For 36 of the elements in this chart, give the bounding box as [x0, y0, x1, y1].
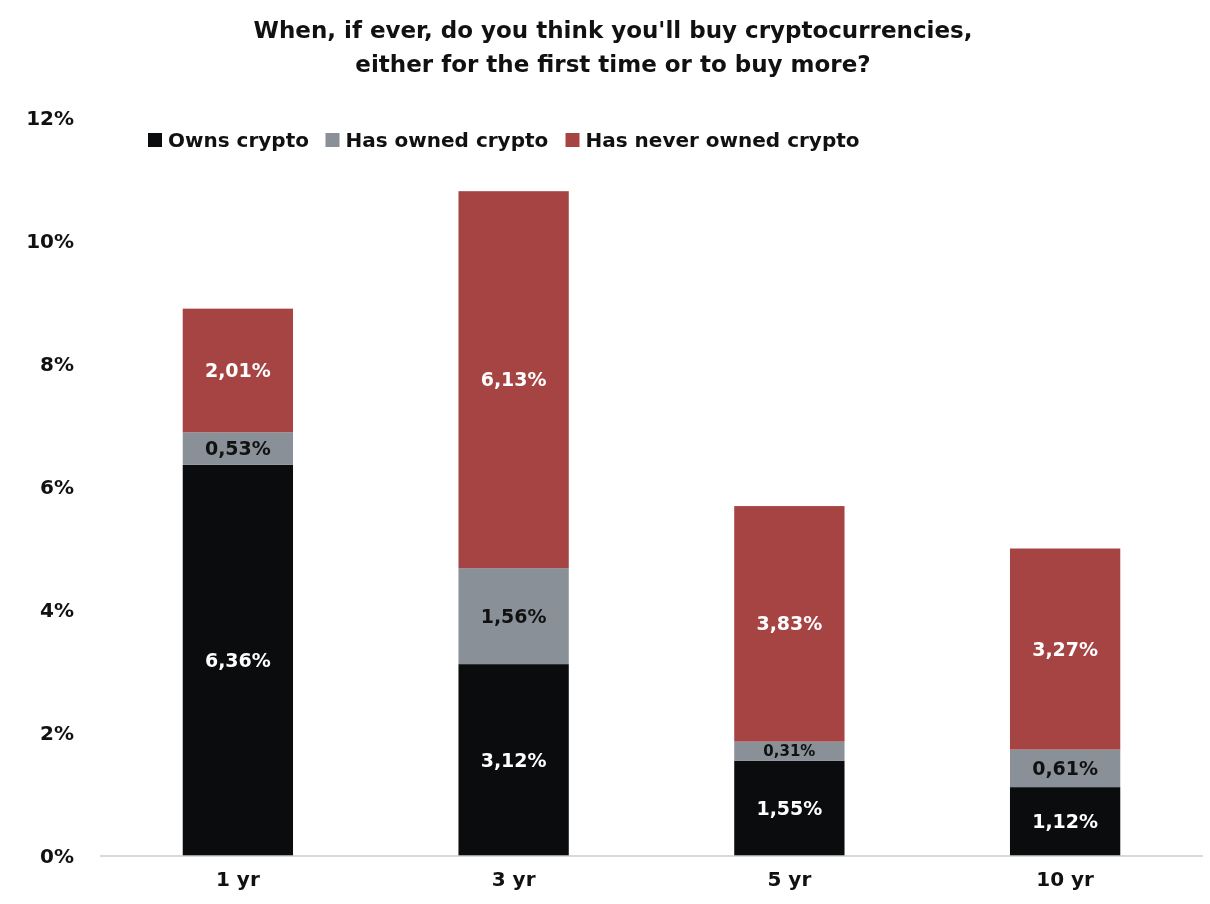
y-tick-label: 10% [26, 229, 74, 253]
data-label: 1,12% [1032, 810, 1099, 833]
data-label: 0,61% [1032, 757, 1099, 780]
data-label: 1,55% [756, 796, 823, 819]
x-tick-label: 5 yr [767, 867, 812, 891]
bar [1009, 548, 1121, 750]
legend-label: Has owned crypto [345, 128, 549, 152]
data-label: 3,12% [480, 748, 547, 771]
y-tick-label: 12% [26, 106, 74, 130]
bar [458, 191, 569, 569]
bar [1009, 787, 1121, 856]
y-tick-label: 0% [40, 844, 74, 868]
y-tick-label: 6% [40, 475, 74, 499]
legend-label: Owns crypto [168, 128, 309, 152]
x-tick-label: 10 yr [1036, 867, 1095, 891]
bar [182, 308, 294, 433]
bar [458, 568, 569, 665]
bar [734, 760, 845, 856]
x-tick-label: 1 yr [215, 867, 260, 891]
bar [458, 664, 569, 856]
data-label: 3,27% [1032, 637, 1099, 660]
data-label: 3,83% [756, 612, 823, 635]
bar [182, 464, 294, 856]
y-tick-label: 8% [40, 352, 74, 376]
data-label: 1,56% [480, 604, 547, 627]
data-label: 2,01% [204, 359, 271, 382]
data-label: 0,31% [763, 742, 816, 761]
bar [734, 506, 845, 742]
legend-label: Has never owned crypto [585, 128, 860, 152]
chart-title: When, if ever, do you think you'll buy cryptocurrencies, either for the first time or to buy more? [253, 17, 973, 77]
data-label: 6,36% [204, 649, 271, 672]
data-label: 6,13% [480, 368, 547, 391]
data-label: 0,53% [204, 437, 271, 460]
y-tick-label: 4% [40, 598, 74, 622]
y-tick-label: 2% [40, 721, 74, 745]
x-tick-label: 3 yr [491, 867, 536, 891]
